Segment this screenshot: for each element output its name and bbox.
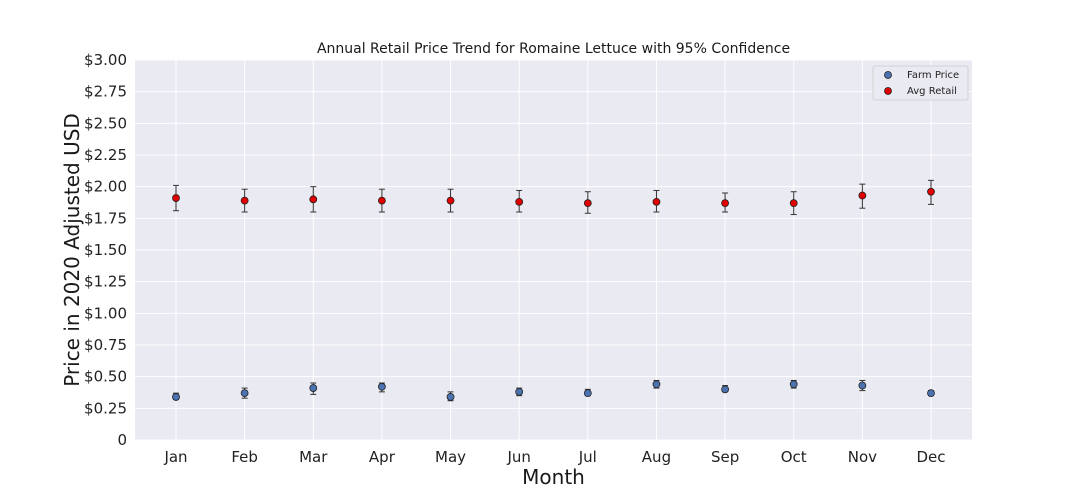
point-avg-retail xyxy=(789,199,798,208)
x-tick-label: Mar xyxy=(299,448,328,466)
point-avg-retail xyxy=(378,196,386,205)
y-tick-label: $2.25 xyxy=(84,146,127,164)
y-tick-label: $1.25 xyxy=(84,273,127,291)
legend-marker-avg-retail xyxy=(884,87,892,95)
y-axis-label: Price in 2020 Adjusted USD xyxy=(60,113,84,387)
point-farm-price xyxy=(789,380,798,389)
x-tick-labels: Jan Feb Mar Apr May Jun Jul Aug Sep Oct Nov Dec xyxy=(163,448,945,466)
y-tick-label: $3.00 xyxy=(84,51,127,69)
point-farm-price xyxy=(515,387,524,396)
grid xyxy=(135,59,972,441)
legend-box xyxy=(872,65,969,101)
y-tick-label: $2.75 xyxy=(84,83,127,101)
x-tick-label: Dec xyxy=(916,448,945,466)
chart-title: Annual Retail Price Trend for Romaine Le… xyxy=(317,41,790,57)
point-avg-retail xyxy=(240,196,249,205)
y-tick-label: 0 xyxy=(117,431,127,449)
point-farm-price xyxy=(927,389,935,398)
point-farm-price xyxy=(446,393,455,401)
y-tick-label: $2.50 xyxy=(84,114,127,132)
y-tick-labels: 0 $0.25 $0.50 $0.75 $1.00 $1.25 $1.50 $1.75 $2.0… xyxy=(84,51,127,449)
point-avg-retail xyxy=(652,197,661,206)
point-farm-price xyxy=(240,389,249,398)
point-farm-price xyxy=(583,389,592,398)
point-avg-retail xyxy=(721,199,729,208)
x-tick-label: Apr xyxy=(369,448,396,466)
x-tick-label: Oct xyxy=(781,448,807,466)
x-tick-label: Jan xyxy=(163,448,187,466)
legend-marker-farm-price xyxy=(884,71,892,79)
y-tick-label: $0.50 xyxy=(84,368,127,386)
data-points xyxy=(172,187,935,401)
point-farm-price xyxy=(858,381,867,390)
x-tick-label: Jun xyxy=(506,448,530,466)
x-tick-label: Feb xyxy=(231,448,258,466)
point-avg-retail xyxy=(583,199,592,208)
x-tick-label: Sep xyxy=(711,448,739,466)
point-avg-retail xyxy=(858,191,867,200)
point-farm-price xyxy=(378,382,386,391)
point-avg-retail xyxy=(927,187,935,196)
y-tick-label: $1.75 xyxy=(84,209,127,227)
x-tick-label: Nov xyxy=(848,448,877,466)
point-avg-retail xyxy=(309,195,318,204)
legend-label-farm-price: Farm Price xyxy=(907,70,959,81)
point-avg-retail xyxy=(172,194,180,202)
x-tick-label: Aug xyxy=(642,448,671,466)
point-avg-retail xyxy=(515,197,524,206)
y-tick-label: $0.75 xyxy=(84,336,127,354)
x-tick-label: May xyxy=(435,448,466,466)
point-avg-retail xyxy=(446,196,455,205)
point-farm-price xyxy=(172,393,180,401)
legend-label-avg-retail: Avg Retail xyxy=(907,86,957,97)
legend: Farm Price Avg Retail xyxy=(872,65,969,101)
point-farm-price xyxy=(721,385,729,394)
y-tick-label: $1.50 xyxy=(84,241,127,259)
y-tick-label: $2.00 xyxy=(84,178,127,196)
x-axis-label: Month xyxy=(522,465,585,489)
y-tick-label: $0.25 xyxy=(84,399,127,417)
point-farm-price xyxy=(309,384,318,392)
y-tick-label: $1.00 xyxy=(84,304,127,322)
point-farm-price xyxy=(652,380,661,389)
x-tick-label: Jul xyxy=(578,448,597,466)
